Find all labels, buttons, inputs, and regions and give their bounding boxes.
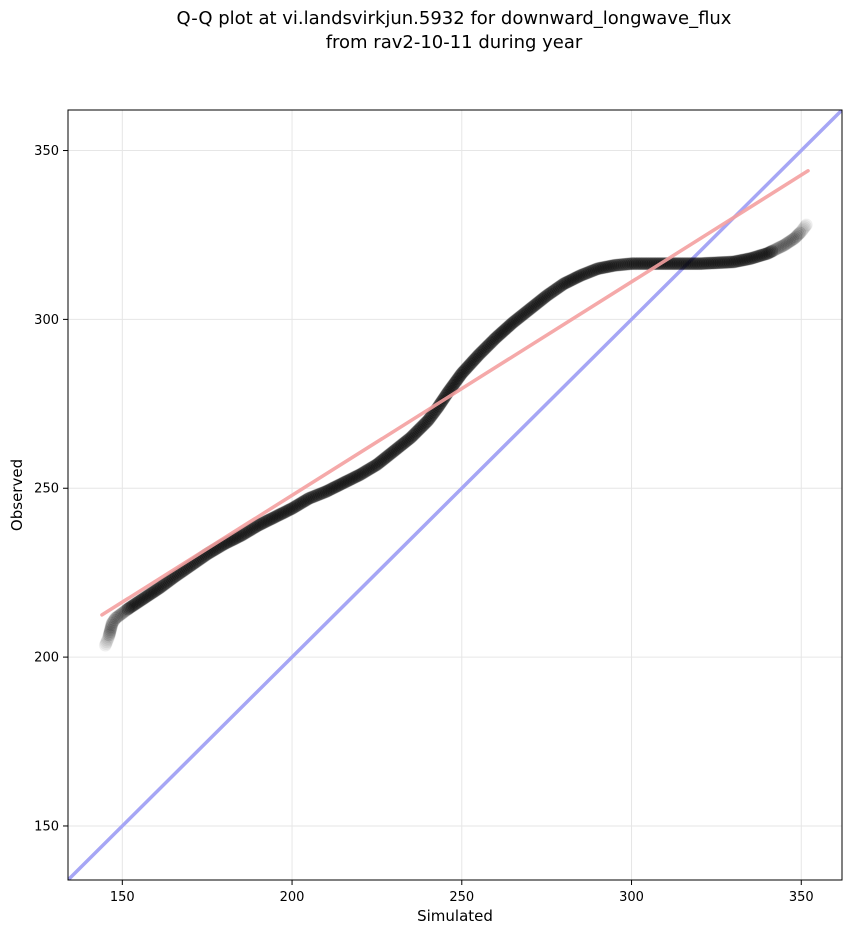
y-axis-label: Observed <box>8 459 26 531</box>
y-tick-label-1: 200 <box>34 651 59 666</box>
chart-title-line-1: Q-Q plot at vi.landsvirkjun.5932 for dow… <box>177 8 732 29</box>
x-tick-label-3: 300 <box>619 890 644 905</box>
y-tick-label-3: 300 <box>34 313 59 328</box>
plot-area <box>68 110 842 880</box>
y-tick-label-0: 150 <box>34 819 59 834</box>
x-tick-label-4: 350 <box>789 890 814 905</box>
qq-point <box>800 219 812 231</box>
y-tick-label-2: 250 <box>34 482 59 497</box>
chart-title-line-2: from rav2-10-11 during year <box>326 32 583 53</box>
x-axis-label: Simulated <box>417 907 493 925</box>
identity-line <box>68 110 842 880</box>
x-tick-label-1: 200 <box>280 890 305 905</box>
x-tick-label-0: 150 <box>110 890 135 905</box>
x-tick-label-2: 250 <box>449 890 474 905</box>
fit-line <box>102 171 808 615</box>
y-tick-label-4: 350 <box>34 144 59 159</box>
